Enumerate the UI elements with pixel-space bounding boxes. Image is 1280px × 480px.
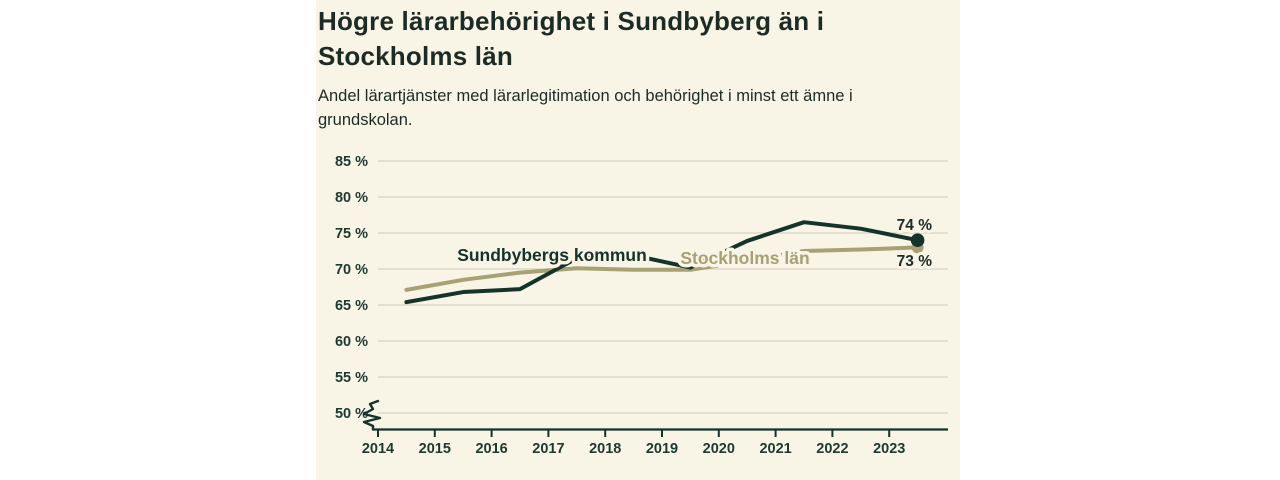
x-tick-label: 2016 — [475, 441, 507, 457]
x-tick-label: 2015 — [419, 441, 451, 457]
y-tick-label: 60 % — [335, 334, 368, 350]
x-tick-label: 2018 — [589, 441, 621, 457]
chart-card: Högre lärarbehörighet i Sundbyberg än i … — [316, 0, 960, 480]
chart-header: Högre lärarbehörighet i Sundbyberg än i … — [318, 4, 948, 132]
x-tick-label: 2020 — [703, 441, 735, 457]
y-tick-label: 85 % — [335, 154, 368, 170]
series-line-sundbyberg — [404, 220, 920, 305]
x-tick-label: 2017 — [532, 441, 564, 457]
series-label-sundbyberg: Sundbybergs kommun — [457, 245, 647, 265]
value-label-stockholm: 73 % — [897, 253, 933, 270]
series-label-stockholm: Stockholms län — [680, 248, 809, 268]
series-line-stockholm — [404, 245, 920, 292]
chart-subtitle: Andel lärartjänster med lärarlegitimatio… — [318, 87, 853, 129]
x-tick-label: 2022 — [816, 441, 848, 457]
y-tick-label: 70 % — [335, 262, 368, 278]
value-label-sundbyberg: 74 % — [897, 217, 933, 234]
y-tick-label: 80 % — [335, 190, 368, 206]
y-tick-label: 75 % — [335, 226, 368, 242]
y-tick-label: 65 % — [335, 298, 368, 314]
series-end-dot-sundbyberg — [910, 233, 925, 247]
y-tick-label: 55 % — [335, 370, 368, 386]
x-tick-label: 2023 — [873, 441, 905, 457]
y-tick-label: 50 % — [335, 406, 368, 422]
x-tick-label: 2019 — [646, 441, 678, 457]
x-tick-label: 2021 — [759, 441, 791, 457]
chart-title: Högre lärarbehörighet i Sundbyberg än i … — [318, 6, 825, 71]
axis-break-icon — [362, 399, 382, 431]
x-tick-label: 2014 — [362, 441, 394, 457]
